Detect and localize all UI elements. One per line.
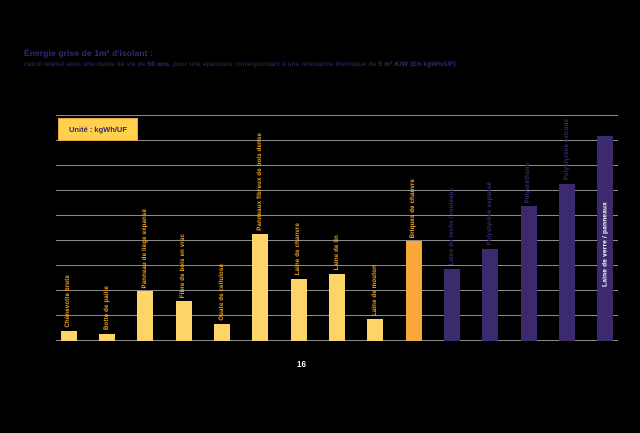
subtitle-part: 5 m².K/W (En kgWh/UF)	[378, 61, 456, 68]
gridline	[56, 215, 618, 216]
bar	[328, 273, 345, 341]
gridline	[56, 115, 618, 116]
bar-column: Briques de chanvre	[405, 116, 422, 341]
bar-label: Polyuréthane	[525, 162, 532, 203]
gridline	[56, 165, 618, 166]
bar-label: Laine de chanvre	[295, 223, 302, 276]
bar	[137, 291, 154, 341]
bar	[290, 278, 307, 341]
bar	[367, 318, 384, 341]
bar-column: Ouate de cellulose	[213, 116, 230, 341]
bar	[98, 333, 115, 341]
bars-row: Chènevotte brute Botte de paille Panneau d…	[56, 116, 618, 341]
gridline	[56, 190, 618, 192]
bar-column: Panneaux fibreux de bois dense	[252, 116, 269, 341]
unit-label-box: Unité : kgWh/UF	[58, 118, 138, 141]
bar-label: Laine de lin	[333, 235, 340, 271]
bar-label: Chènevotte brute	[65, 275, 72, 329]
bar-column: Fibre de bois en vrac	[175, 116, 192, 341]
page-title: Énergie grise de 1m² d'isolant :	[24, 48, 153, 58]
bar-column: Laine de lin	[328, 116, 345, 341]
bar	[482, 248, 499, 341]
bar	[175, 301, 192, 341]
bar-label: Panneaux fibreux de bois dense	[256, 132, 263, 231]
bar-column: Laine de roche / rouleaux	[443, 116, 460, 341]
bar	[213, 323, 230, 341]
bar-label: Panneau de liège expansé	[141, 208, 148, 289]
bar-column: Laine de mouton	[367, 116, 384, 341]
bar-label: Polystyrène expansé	[486, 182, 493, 246]
bar-label: Polystyrène extrudé	[563, 119, 570, 181]
bar-label: Laine de verre / panneaux	[601, 202, 609, 287]
subtitle-part: , pour une épaisseur correspondant à une…	[169, 61, 379, 68]
bar: Laine de verre / panneaux	[597, 136, 614, 341]
bar-column: Chènevotte brute	[60, 116, 77, 341]
subtitle-part: calcul réalisé avec une durée de vie de	[24, 61, 148, 68]
bar-column: Polyuréthane	[520, 116, 537, 341]
bar	[252, 233, 269, 341]
gridline	[56, 265, 618, 267]
bar	[405, 241, 422, 341]
subtitle: calcul réalisé avec une durée de vie de …	[24, 61, 584, 68]
bar-column: Polystyrène expansé	[482, 116, 499, 341]
bar-column: Polystyrène extrudé	[558, 116, 575, 341]
bar-column: Panneau de liège expansé	[137, 116, 154, 341]
gridline	[56, 140, 618, 141]
bar-label: Laine de roche / rouleaux	[448, 188, 455, 266]
bar-label: Botte de paille	[103, 286, 110, 331]
subtitle-part: 50 ans	[147, 61, 170, 68]
bar	[520, 206, 537, 341]
bar	[443, 268, 460, 341]
bar-label: Ouate de cellulose	[218, 263, 225, 321]
title-block: Énergie grise de 1m² d'isolant : calcul …	[24, 48, 584, 68]
gridline	[56, 240, 618, 241]
bar	[558, 183, 575, 341]
bar-label: Fibre de bois en vrac	[180, 233, 187, 298]
bar-label: Laine de mouton	[371, 264, 378, 316]
page-number: 16	[297, 360, 306, 369]
bar-column: Laine de chanvre	[290, 116, 307, 341]
bar	[60, 331, 77, 341]
bar-label: Briques de chanvre	[410, 178, 417, 238]
bar-column: Laine de verre / panneaux	[597, 116, 614, 341]
plot-area: Chènevotte brute Botte de paille Panneau d…	[56, 115, 618, 341]
bar-column: Botte de paille	[98, 116, 115, 341]
